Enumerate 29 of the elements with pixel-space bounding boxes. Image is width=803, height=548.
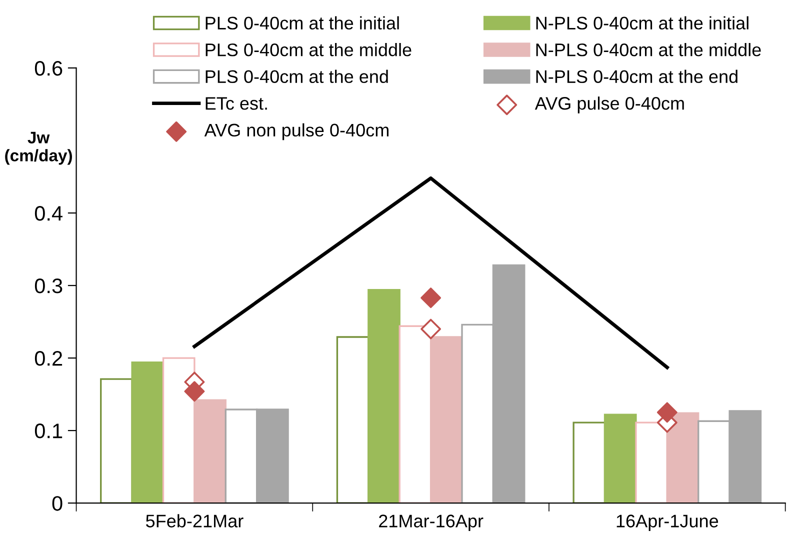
legend-label: AVG pulse 0-40cm [534,96,684,114]
legend-label: N-PLS 0-40cm at the middle [536,43,761,56]
bar [100,378,133,504]
legend-label: PLS 0-40cm at the end [206,70,388,84]
legend-label: N-PLS 0-40cm at the end [536,70,738,84]
bar [604,414,637,504]
point [656,402,678,423]
legend-label: ETc est. [206,97,267,110]
legend-label: AVG non pulse 0-40cm [204,123,388,140]
y-axis-title: Jw (cm/day) [5,132,72,165]
y-tick-label: 0.4 [34,206,62,221]
legend-label: PLS 0-40cm at the initial [206,16,399,30]
bar [336,336,370,504]
x-tick-label: 16Apr-1June [616,514,718,532]
x-tick-label: 21Mar-16Apr [379,514,484,532]
point [420,318,442,340]
x-tick-label: 5Feb-21Mar [146,514,244,528]
bar [572,422,606,504]
bar [368,289,400,504]
legend-label: PLS 0-40cm at the middle [206,43,412,56]
legend-label: N-PLS 0-40cm at the initial [536,16,748,30]
point [420,288,442,308]
y-tick-label: 0.1 [34,424,62,438]
point [184,381,205,402]
y-tick-label: 0.6 [34,60,62,76]
y-tick-label: 0 [52,496,62,511]
y-tick-label: 0.2 [34,351,62,366]
bar [131,362,164,504]
y-tick-label: 0.3 [34,278,62,294]
